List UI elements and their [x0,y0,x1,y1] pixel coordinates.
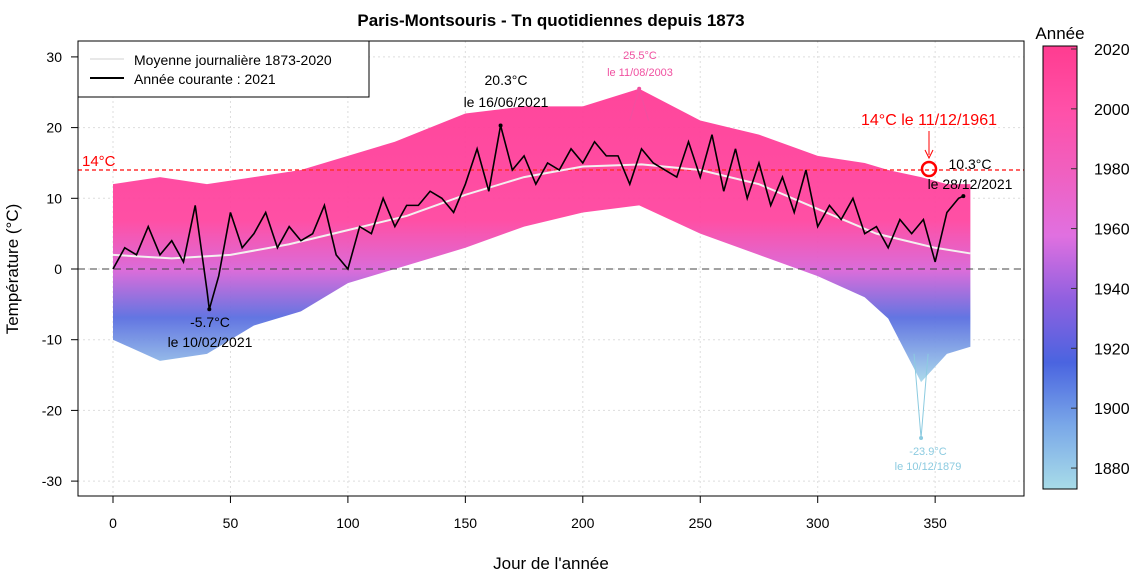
record-arrow-head [924,149,934,160]
annotation-date: le 28/12/2021 [928,176,1013,192]
colorbar-tick-label: 2020 [1094,42,1130,59]
annotation-point [637,86,642,91]
annotation-point [919,435,924,440]
legend-current-year: Année courante : 2021 [134,71,276,87]
colorbar-tick-label: 1920 [1094,341,1130,358]
y-tick-label: 0 [54,261,62,277]
legend-mean: Moyenne journalière 1873-2020 [134,52,332,68]
annotation-point [207,307,212,312]
annotation-date: le 16/06/2021 [464,94,549,110]
y-axis-label: Température (°C) [3,204,22,335]
annotation-date: le 11/08/2003 [607,67,673,79]
x-axis-label: Jour de l'année [493,554,609,573]
colorbar [1042,45,1078,490]
annotation-date: le 10/12/1879 [895,461,962,473]
x-tick-label: 250 [689,515,713,531]
y-tick-label: -30 [42,473,62,489]
colorbar-tick-label: 1940 [1094,281,1130,298]
annotation-value: 20.3°C [485,72,528,88]
y-tick-label: -20 [42,402,62,418]
record-annotation-label: 14°C le 11/12/1961 [861,112,997,129]
x-tick-label: 300 [806,515,830,531]
annotation-date: le 10/02/2021 [168,334,253,350]
x-tick-label: 350 [923,515,947,531]
chart-title: Paris-Montsouris - Tn quotidiennes depui… [357,11,744,30]
mean-line [112,163,971,260]
colorbar-tick-label: 2000 [1094,102,1130,119]
annotation-value: 25.5°C [623,50,657,62]
colorbar-title: Année [1035,24,1084,43]
colorbar-tick-label: 1900 [1094,401,1130,418]
y-tick-label: 10 [46,190,62,206]
annotation-value: -5.7°C [190,314,230,330]
x-tick-label: 150 [454,515,478,531]
threshold-label: 14°C [82,153,116,170]
x-tick-label: 200 [571,515,595,531]
annotation-point [961,194,966,199]
annotation-value: -23.9°C [909,446,946,458]
y-tick-label: 20 [46,120,62,136]
x-tick-label: 0 [109,515,117,531]
x-tick-label: 50 [223,515,239,531]
y-tick-label: -10 [42,332,62,348]
colorbar-tick-label: 1880 [1094,461,1130,478]
colorbar-tick-label: 1980 [1094,162,1130,179]
y-tick-label: 30 [46,49,62,65]
annotation-point [498,123,503,128]
annotation-value: 10.3°C [949,156,992,172]
record-circle [920,160,938,178]
legend: Moyenne journalière 1873-2020 Année cour… [77,40,370,98]
x-tick-label: 100 [336,515,360,531]
colorbar-tick-label: 1960 [1094,222,1130,239]
current-year-line [112,125,964,310]
historical-envelope [113,88,971,383]
